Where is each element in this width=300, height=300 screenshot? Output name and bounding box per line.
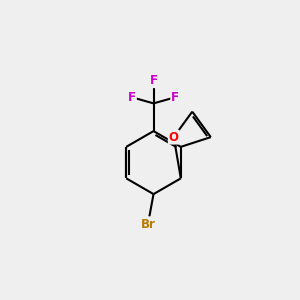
Text: F: F [128, 91, 136, 104]
Text: O: O [169, 130, 179, 144]
Text: Br: Br [140, 218, 155, 230]
Text: F: F [149, 74, 158, 87]
Text: F: F [171, 91, 179, 104]
